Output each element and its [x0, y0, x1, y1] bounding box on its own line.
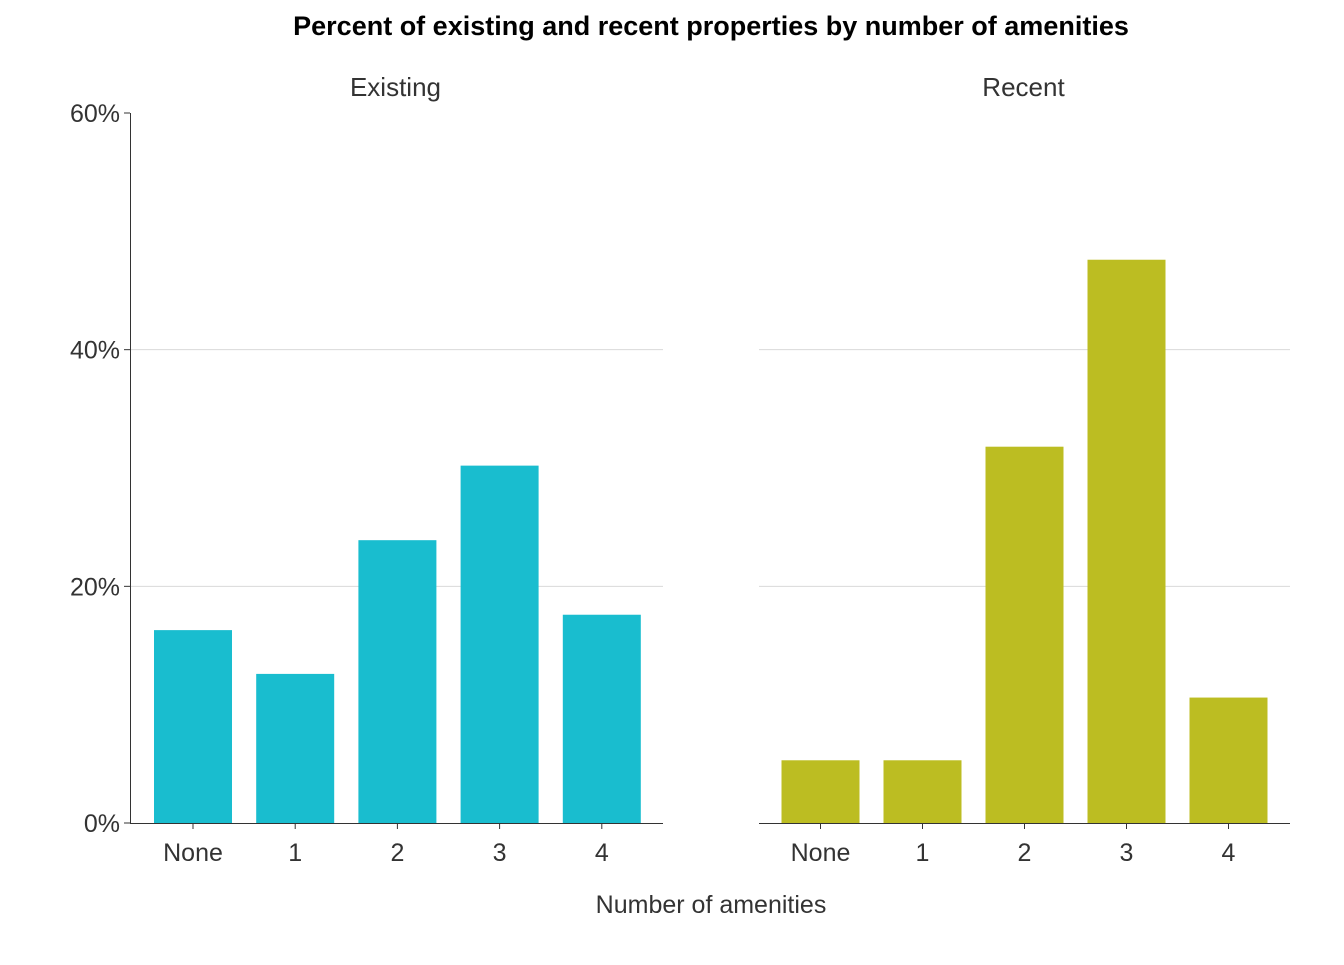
bar-2 — [985, 446, 1064, 823]
bar-4 — [1189, 697, 1268, 823]
y-tick-label: 0% — [84, 810, 120, 838]
x-tick-label: 3 — [1120, 839, 1134, 867]
x-tick-label: 4 — [595, 839, 609, 867]
y-tick-label: 40% — [70, 337, 120, 365]
bar-none — [154, 630, 232, 823]
panel-label: Recent — [982, 72, 1065, 102]
chart-title: Percent of existing and recent propertie… — [293, 11, 1129, 41]
x-tick-label: 2 — [390, 839, 404, 867]
x-tick-label: 1 — [916, 839, 930, 867]
bar-1 — [256, 673, 335, 823]
x-tick-label: 2 — [1018, 839, 1032, 867]
x-tick-label: None — [163, 839, 223, 867]
x-tick-label: 4 — [1222, 839, 1236, 867]
panel-label: Existing — [350, 72, 441, 102]
y-tick-label: 20% — [70, 573, 120, 601]
x-tick-label: None — [791, 839, 851, 867]
bar-2 — [358, 540, 437, 823]
bar-none — [781, 760, 860, 823]
y-tick-label: 60% — [70, 100, 120, 128]
panel-1: Recent None 1 2 3 4 — [759, 72, 1290, 867]
bar-1 — [883, 760, 962, 823]
bar-3 — [460, 465, 539, 823]
x-tick-label: 1 — [288, 839, 302, 867]
bar-4 — [562, 614, 641, 823]
bar-3 — [1087, 259, 1166, 823]
x-tick-label: 3 — [493, 839, 507, 867]
x-axis-label: Number of amenities — [596, 891, 827, 919]
